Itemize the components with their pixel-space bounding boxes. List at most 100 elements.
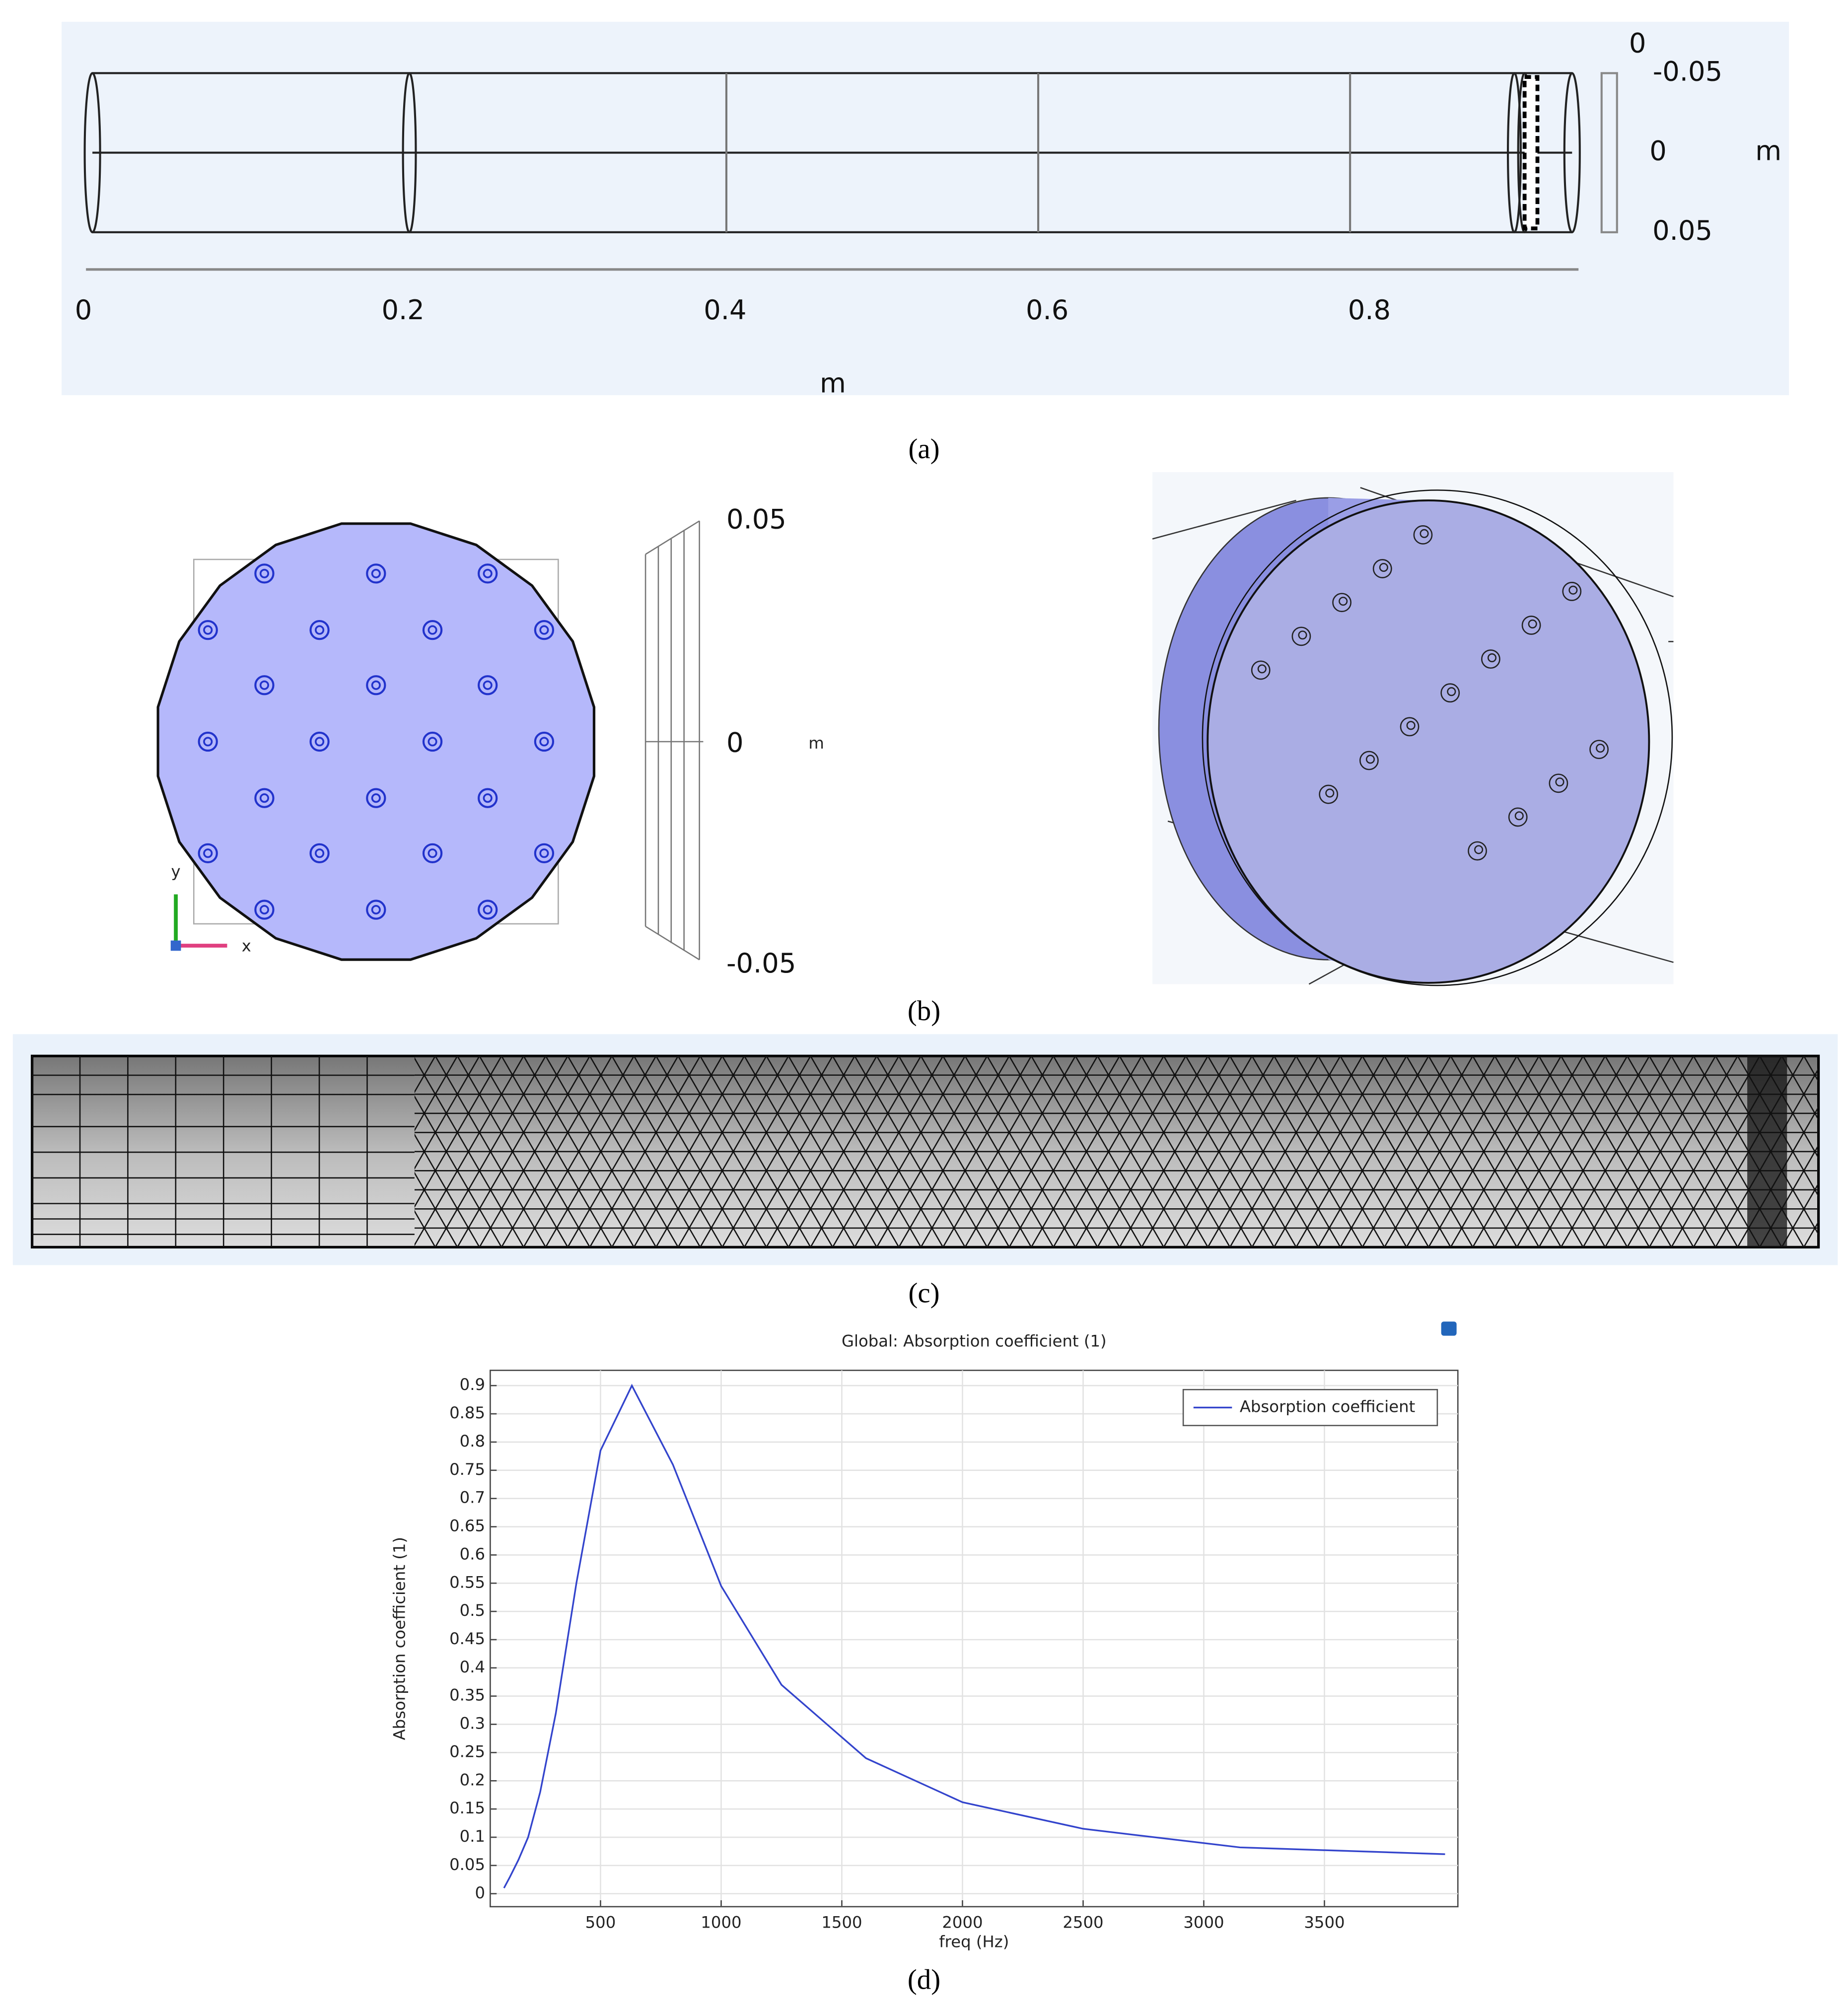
x-tick-label: 1500 xyxy=(821,1913,862,1932)
mesh-edge xyxy=(1627,1056,1738,1247)
mesh-edge xyxy=(920,1056,1032,1247)
hole xyxy=(366,563,386,584)
mesh-edge xyxy=(700,1056,811,1247)
plate xyxy=(156,522,596,961)
y-tick-label: -0.05 xyxy=(1653,56,1722,87)
mesh-edge xyxy=(1582,1056,1694,1247)
hole xyxy=(1589,740,1609,760)
hole xyxy=(1332,593,1351,613)
hole xyxy=(427,625,437,635)
hole xyxy=(483,680,493,690)
hole xyxy=(259,905,270,915)
hole xyxy=(1468,841,1487,861)
y-tick-label: 0 xyxy=(475,1883,485,1902)
hole xyxy=(371,793,381,803)
x-tick-label: 2000 xyxy=(942,1913,983,1932)
y-tick-label: 0.75 xyxy=(449,1460,485,1479)
mesh-edge xyxy=(434,1056,547,1247)
x-tick-label: 0.2 xyxy=(381,294,424,326)
hole xyxy=(1514,811,1524,821)
hole xyxy=(259,680,270,690)
legend: Absorption coefficient xyxy=(1182,1388,1438,1426)
chart-title: Global: Absorption coefficient (1) xyxy=(842,1332,1107,1351)
mesh-edge xyxy=(414,1056,458,1132)
hole xyxy=(1420,529,1429,538)
mesh-edge xyxy=(1406,1056,1518,1247)
mesh-edge xyxy=(987,1056,1098,1247)
y-tick-label: 0.7 xyxy=(460,1488,485,1507)
scale-label: 0.05 xyxy=(726,504,786,535)
mesh-edge xyxy=(589,1056,701,1247)
mesh-edge xyxy=(677,1056,789,1247)
plate-face xyxy=(1207,499,1650,984)
mesh-edge xyxy=(1450,1056,1562,1247)
hole xyxy=(1555,777,1564,787)
y-tick-label: 0.05 xyxy=(449,1855,485,1874)
mesh-edge xyxy=(1185,1056,1297,1247)
mesh-edge xyxy=(1781,1182,1819,1247)
export-icon[interactable] xyxy=(1441,1321,1457,1336)
mesh-edge xyxy=(832,1056,944,1247)
mesh-edge xyxy=(1163,1056,1275,1247)
mesh-edge xyxy=(876,1056,988,1247)
hole xyxy=(309,731,330,752)
x-tick-label: 3500 xyxy=(1304,1913,1345,1932)
series-line xyxy=(503,1383,1445,1889)
x-tick-label: 0.6 xyxy=(1026,294,1068,326)
mesh-edge xyxy=(898,1056,1010,1247)
mesh-edge xyxy=(1472,1056,1584,1247)
hole xyxy=(539,848,549,858)
hole xyxy=(1481,649,1500,669)
mesh-edge xyxy=(567,1056,679,1247)
hole xyxy=(371,905,381,915)
hole xyxy=(478,788,498,808)
mesh-edge xyxy=(523,1056,635,1247)
hole xyxy=(198,620,218,640)
axis-label: y xyxy=(171,862,181,881)
scale-unit: m xyxy=(808,734,824,753)
mesh-edge xyxy=(1207,1056,1319,1247)
hole xyxy=(1562,581,1582,601)
y-axis-label: Absorption coefficient (1) xyxy=(390,1537,409,1740)
hole xyxy=(534,843,555,864)
hole xyxy=(534,731,555,752)
hole xyxy=(1319,784,1339,804)
y-tick-label: 0.3 xyxy=(460,1714,485,1733)
y-unit: m xyxy=(1755,136,1781,167)
hole xyxy=(1474,845,1484,854)
hole xyxy=(315,625,325,635)
hole xyxy=(315,737,325,747)
hole xyxy=(259,793,270,803)
y-tick-label: 0.55 xyxy=(449,1573,485,1591)
y-tick-label: 0.05 xyxy=(1652,215,1712,246)
hole xyxy=(1440,683,1460,703)
hole xyxy=(427,848,437,858)
hole xyxy=(1400,717,1420,737)
y-tick-label: 0.35 xyxy=(449,1686,485,1705)
hole xyxy=(259,568,270,578)
y-tick-label: 0.9 xyxy=(460,1375,485,1394)
mesh-edge xyxy=(1008,1056,1121,1247)
plot-area xyxy=(490,1370,1459,1908)
hole xyxy=(1528,619,1537,628)
mesh-edge xyxy=(1560,1056,1672,1247)
hole xyxy=(1549,773,1568,793)
scale-label: 0 xyxy=(726,727,744,758)
mesh-edge xyxy=(1494,1056,1606,1247)
mesh xyxy=(31,1055,1819,1248)
mesh-edge xyxy=(1295,1056,1407,1247)
mesh-edge xyxy=(633,1056,745,1247)
hole xyxy=(254,788,275,808)
mesh-edge xyxy=(1781,1056,1819,1121)
hole xyxy=(371,680,381,690)
hole xyxy=(1298,630,1307,640)
mesh-tri xyxy=(414,1056,1819,1247)
mesh-edge xyxy=(787,1056,900,1247)
x-tick-label: 1000 xyxy=(701,1913,741,1932)
y-tick-label: 0.4 xyxy=(460,1658,485,1676)
hole xyxy=(483,793,493,803)
mesh-edge xyxy=(964,1056,1076,1247)
tube-geometry xyxy=(83,72,1618,271)
hole xyxy=(1508,807,1528,827)
hole xyxy=(203,737,213,747)
